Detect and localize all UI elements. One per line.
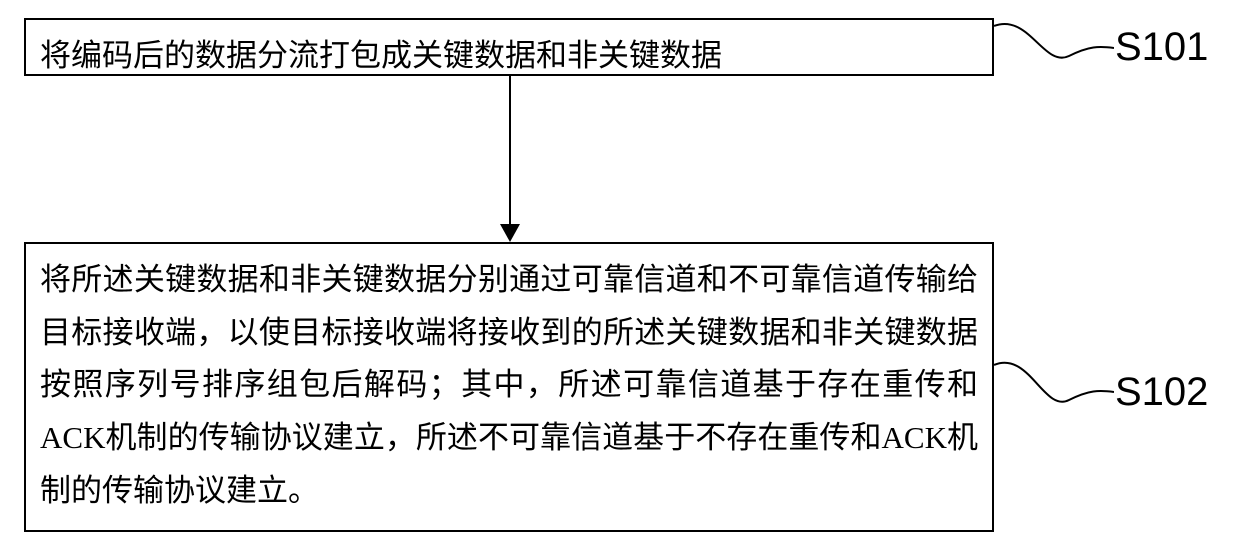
step-label-s102: S102 <box>1115 370 1208 415</box>
curve-connector-1 <box>994 18 1114 76</box>
curve-connector-2 <box>994 355 1114 423</box>
flowchart-box-2-text: 将所述关键数据和非关键数据分别通过可靠信道和不可靠信道传输给目标接收端，以使目标… <box>40 254 978 517</box>
flowchart-box-1: 将编码后的数据分流打包成关键数据和非关键数据 <box>24 18 994 76</box>
flowchart-box-1-text: 将编码后的数据分流打包成关键数据和非关键数据 <box>40 30 978 83</box>
arrow-line <box>509 76 511 224</box>
arrowhead-icon <box>500 224 520 242</box>
flowchart-box-2: 将所述关键数据和非关键数据分别通过可靠信道和不可靠信道传输给目标接收端，以使目标… <box>24 242 994 532</box>
step-label-s101: S101 <box>1115 25 1208 70</box>
